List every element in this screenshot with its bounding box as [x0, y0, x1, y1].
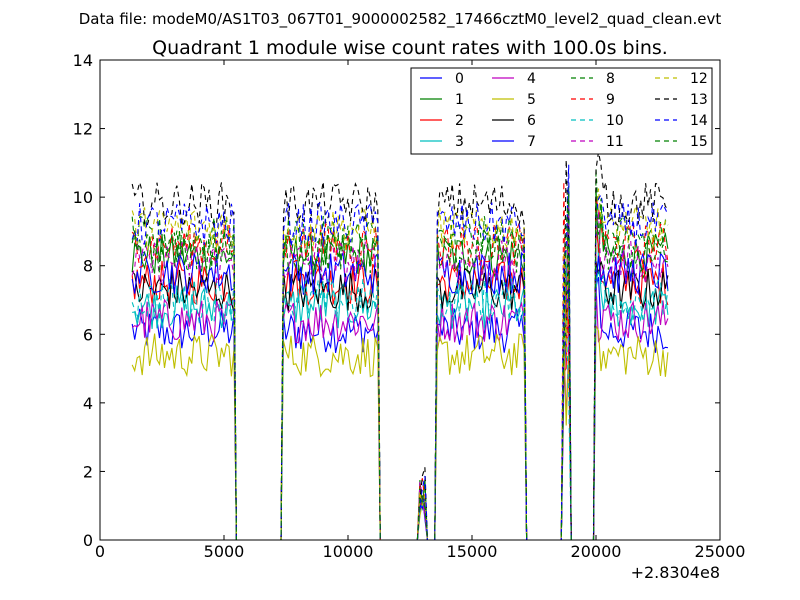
- x-tick-label: 10000: [323, 542, 374, 561]
- legend-label-7: 7: [527, 134, 536, 150]
- x-offset-label: +2.8304e8: [631, 563, 720, 582]
- series-line-3: [132, 252, 669, 541]
- legend-label-15: 15: [690, 134, 708, 150]
- series-layer: [131, 151, 669, 541]
- series-line-15: [131, 193, 669, 541]
- series-line-7: [131, 250, 669, 541]
- legend-label-14: 14: [690, 113, 708, 129]
- legend-label-6: 6: [527, 113, 536, 129]
- legend-label-0: 0: [455, 71, 464, 87]
- x-tick-label: 20000: [571, 542, 622, 561]
- legend-label-12: 12: [690, 71, 708, 87]
- series-line-5: [131, 325, 669, 541]
- legend-label-5: 5: [527, 92, 536, 108]
- y-tick-label: 10: [73, 188, 93, 207]
- legend-label-9: 9: [606, 92, 615, 108]
- chart-suptitle: Data file: modeM0/AS1T03_067T01_90000025…: [79, 10, 722, 29]
- legend-frame: [410, 67, 713, 155]
- x-tick-label: 0: [95, 542, 105, 561]
- y-tick-label: 6: [83, 325, 93, 344]
- y-tick-label: 2: [83, 462, 93, 481]
- series-line-13: [131, 151, 669, 541]
- legend-label-3: 3: [455, 134, 464, 150]
- series-line-4: [131, 283, 669, 541]
- y-tick-label: 12: [73, 120, 93, 139]
- x-tick-label: 15000: [447, 542, 498, 561]
- series-line-14: [131, 164, 669, 541]
- legend-label-10: 10: [606, 113, 624, 129]
- plot-frame: [99, 59, 721, 541]
- legend-label-4: 4: [527, 71, 536, 87]
- series-line-12: [131, 188, 669, 541]
- legend-label-13: 13: [690, 92, 708, 108]
- legend-label-1: 1: [455, 92, 464, 108]
- series-line-6: [131, 233, 669, 541]
- x-tick-label: 5000: [204, 542, 245, 561]
- x-tick-label: 25000: [695, 542, 746, 561]
- legend-label-11: 11: [606, 134, 624, 150]
- y-tick-label: 8: [83, 257, 93, 276]
- series-line-8: [131, 168, 669, 541]
- legend-label-8: 8: [606, 71, 615, 87]
- y-tick-label: 14: [73, 51, 93, 70]
- y-tick-label: 0: [83, 531, 93, 550]
- series-line-2: [131, 230, 669, 541]
- y-tick-label: 4: [83, 394, 93, 413]
- chart-title: Quadrant 1 module wise count rates with …: [152, 37, 668, 59]
- legend-label-2: 2: [455, 113, 464, 129]
